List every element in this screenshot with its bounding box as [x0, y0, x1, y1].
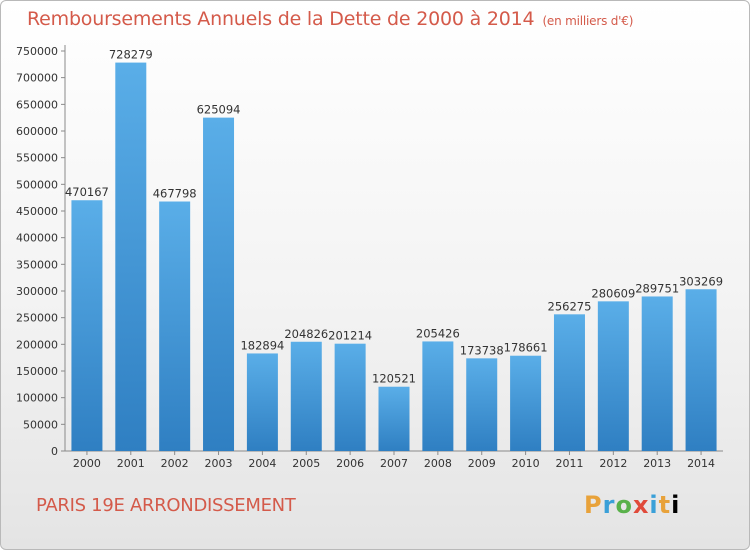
bar — [115, 62, 147, 451]
x-tick-label: 2011 — [555, 457, 583, 470]
bar — [378, 386, 410, 451]
x-tick-label: 2006 — [336, 457, 364, 470]
data-label: 182894 — [240, 338, 284, 352]
data-label: 204826 — [284, 327, 328, 341]
data-label: 120521 — [372, 372, 416, 386]
y-tick-label: 400000 — [16, 232, 58, 245]
x-tick-label: 2000 — [73, 457, 101, 470]
data-label: 256275 — [548, 299, 592, 313]
data-label: 470167 — [65, 185, 109, 199]
data-label: 303269 — [679, 274, 723, 288]
x-tick-label: 2008 — [424, 457, 452, 470]
bar — [203, 117, 235, 452]
bar — [159, 201, 191, 451]
y-tick-label: 0 — [51, 445, 58, 458]
bar — [597, 301, 629, 451]
y-tick-label: 300000 — [16, 285, 58, 298]
brand-logo: Proxiti — [584, 491, 681, 519]
chart-title-text: Remboursements Annuels de la Dette de 20… — [27, 8, 535, 30]
x-tick-label: 2013 — [643, 457, 671, 470]
y-tick-label: 250000 — [16, 312, 58, 325]
bar — [246, 353, 278, 451]
x-tick-label: 2007 — [380, 457, 408, 470]
bar — [334, 343, 366, 451]
y-tick-label: 750000 — [16, 45, 58, 58]
data-label: 173738 — [460, 343, 504, 357]
y-tick-label: 500000 — [16, 178, 58, 191]
chart-unit-label: (en milliers d'€) — [542, 14, 634, 28]
x-tick-label: 2014 — [687, 457, 715, 470]
x-tick-label: 2012 — [599, 457, 627, 470]
y-tick-label: 450000 — [16, 205, 58, 218]
data-label: 467798 — [153, 187, 197, 201]
x-tick-label: 2002 — [161, 457, 189, 470]
data-label: 280609 — [591, 286, 635, 300]
x-tick-label: 2003 — [205, 457, 233, 470]
data-label: 625094 — [197, 103, 241, 117]
bar — [641, 296, 673, 451]
y-tick-label: 550000 — [16, 152, 58, 165]
x-tick-label: 2001 — [117, 457, 145, 470]
y-tick-label: 650000 — [16, 98, 58, 111]
y-tick-label: 700000 — [16, 72, 58, 85]
y-tick-label: 200000 — [16, 338, 58, 351]
data-label: 178661 — [504, 341, 548, 355]
location-label: PARIS 19E ARRONDISSEMENT — [36, 495, 296, 516]
x-tick-label: 2004 — [248, 457, 276, 470]
x-tick-label: 2009 — [468, 457, 496, 470]
data-label: 728279 — [109, 48, 153, 62]
y-tick-label: 100000 — [16, 392, 58, 405]
x-tick-label: 2010 — [512, 457, 540, 470]
bar — [290, 341, 322, 451]
y-tick-label: 600000 — [16, 125, 58, 138]
bar — [466, 358, 498, 451]
bar — [553, 314, 585, 451]
x-tick-label: 2005 — [292, 457, 320, 470]
chart-title: Remboursements Annuels de la Dette de 20… — [27, 8, 633, 30]
bar — [685, 289, 717, 451]
bar — [422, 341, 454, 451]
y-tick-label: 50000 — [23, 418, 58, 431]
data-label: 201214 — [328, 329, 372, 343]
data-label: 205426 — [416, 326, 460, 340]
bar — [510, 355, 542, 451]
y-tick-label: 150000 — [16, 365, 58, 378]
y-tick-label: 350000 — [16, 258, 58, 271]
data-label: 289751 — [635, 281, 679, 295]
bar — [71, 200, 103, 451]
